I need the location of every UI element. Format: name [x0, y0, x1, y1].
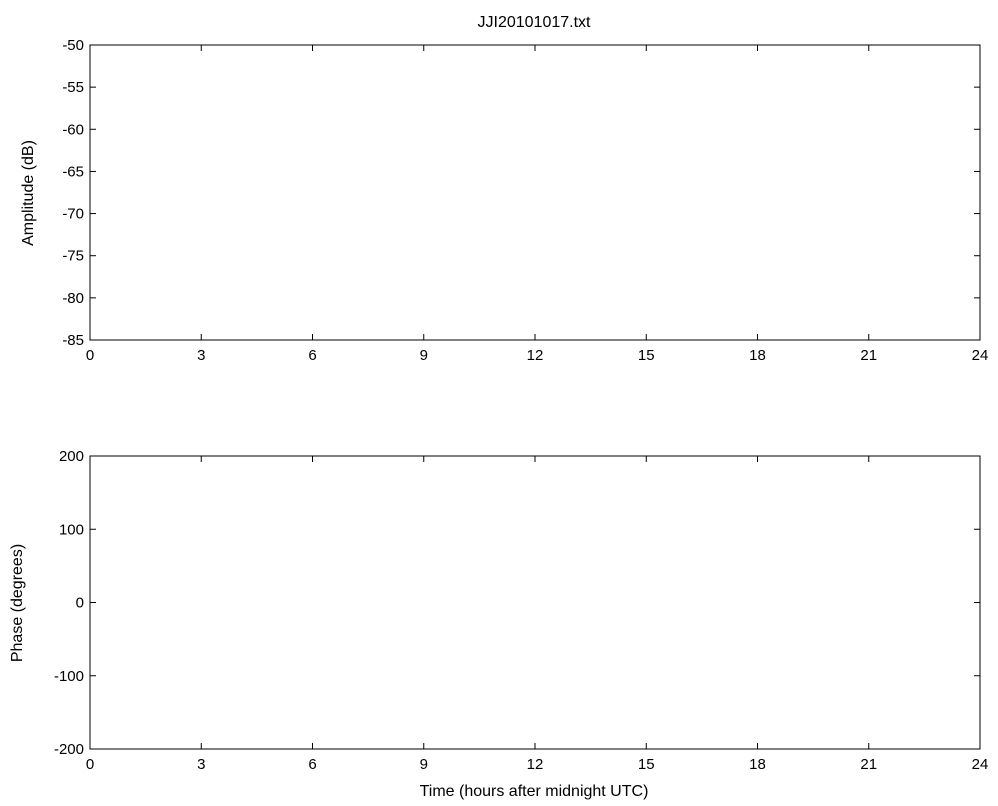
amplitude-x-tick-label: 18	[749, 347, 766, 364]
phase-x-tick-label: 6	[308, 756, 316, 773]
phase-x-tick-label: 21	[860, 756, 877, 773]
amplitude-x-tick-label: 21	[860, 347, 877, 364]
amplitude-y-tick-label: -85	[62, 332, 84, 349]
amplitude-x-tick-label: 24	[972, 347, 989, 364]
amplitude-x-tick-label: 6	[308, 347, 316, 364]
phase-y-tick-label: 200	[59, 448, 84, 465]
amplitude-y-tick-label: -65	[62, 163, 84, 180]
amplitude-x-tick-label: 15	[638, 347, 655, 364]
amplitude-x-tick-label: 3	[197, 347, 205, 364]
phase-y-tick-label: 0	[76, 595, 84, 612]
phase-x-tick-label: 12	[527, 756, 544, 773]
phase-x-tick-label: 18	[749, 756, 766, 773]
amplitude-axes-box	[89, 44, 981, 341]
amplitude-x-tick-label: 9	[420, 347, 428, 364]
phase-x-tick-label: 0	[86, 756, 94, 773]
phase-y-axis-label: Phase (degrees)	[9, 544, 26, 662]
amplitude-y-tick-label: -55	[62, 79, 84, 96]
amplitude-y-tick-label: -50	[62, 37, 84, 54]
phase-y-tick-label: 100	[59, 521, 84, 538]
phase-axes: 0 3 6 9 12 15 18 21 24 -200 -100 0 100 200	[54, 448, 988, 773]
amplitude-x-tick-label: 0	[86, 347, 94, 364]
phase-axes-box	[89, 455, 981, 750]
amplitude-y-tick-label: -60	[62, 121, 84, 138]
amplitude-y-axis-label: Amplitude (dB)	[20, 140, 37, 246]
amplitude-y-tick-label: -80	[62, 290, 84, 307]
phase-x-tick-label: 3	[197, 756, 205, 773]
phase-x-tick-label: 24	[972, 756, 989, 773]
amplitude-x-tick-label: 12	[527, 347, 544, 364]
amplitude-y-tick-label: -75	[62, 248, 84, 265]
phase-x-tick-label: 9	[420, 756, 428, 773]
phase-x-tick-label: 15	[638, 756, 655, 773]
amplitude-chart-title: JJI20101017.txt	[478, 14, 592, 31]
phase-y-tick-label: -100	[54, 668, 84, 685]
phase-y-tick-label: -200	[54, 741, 84, 758]
phase-x-axis-label: Time (hours after midnight UTC)	[420, 783, 649, 800]
amplitude-y-tick-label: -70	[62, 206, 84, 223]
amplitude-axes: 0 3 6 9 12 15 18 21 24 -85 -80 -75 -70 -65 -60 -55 -50	[62, 37, 988, 364]
